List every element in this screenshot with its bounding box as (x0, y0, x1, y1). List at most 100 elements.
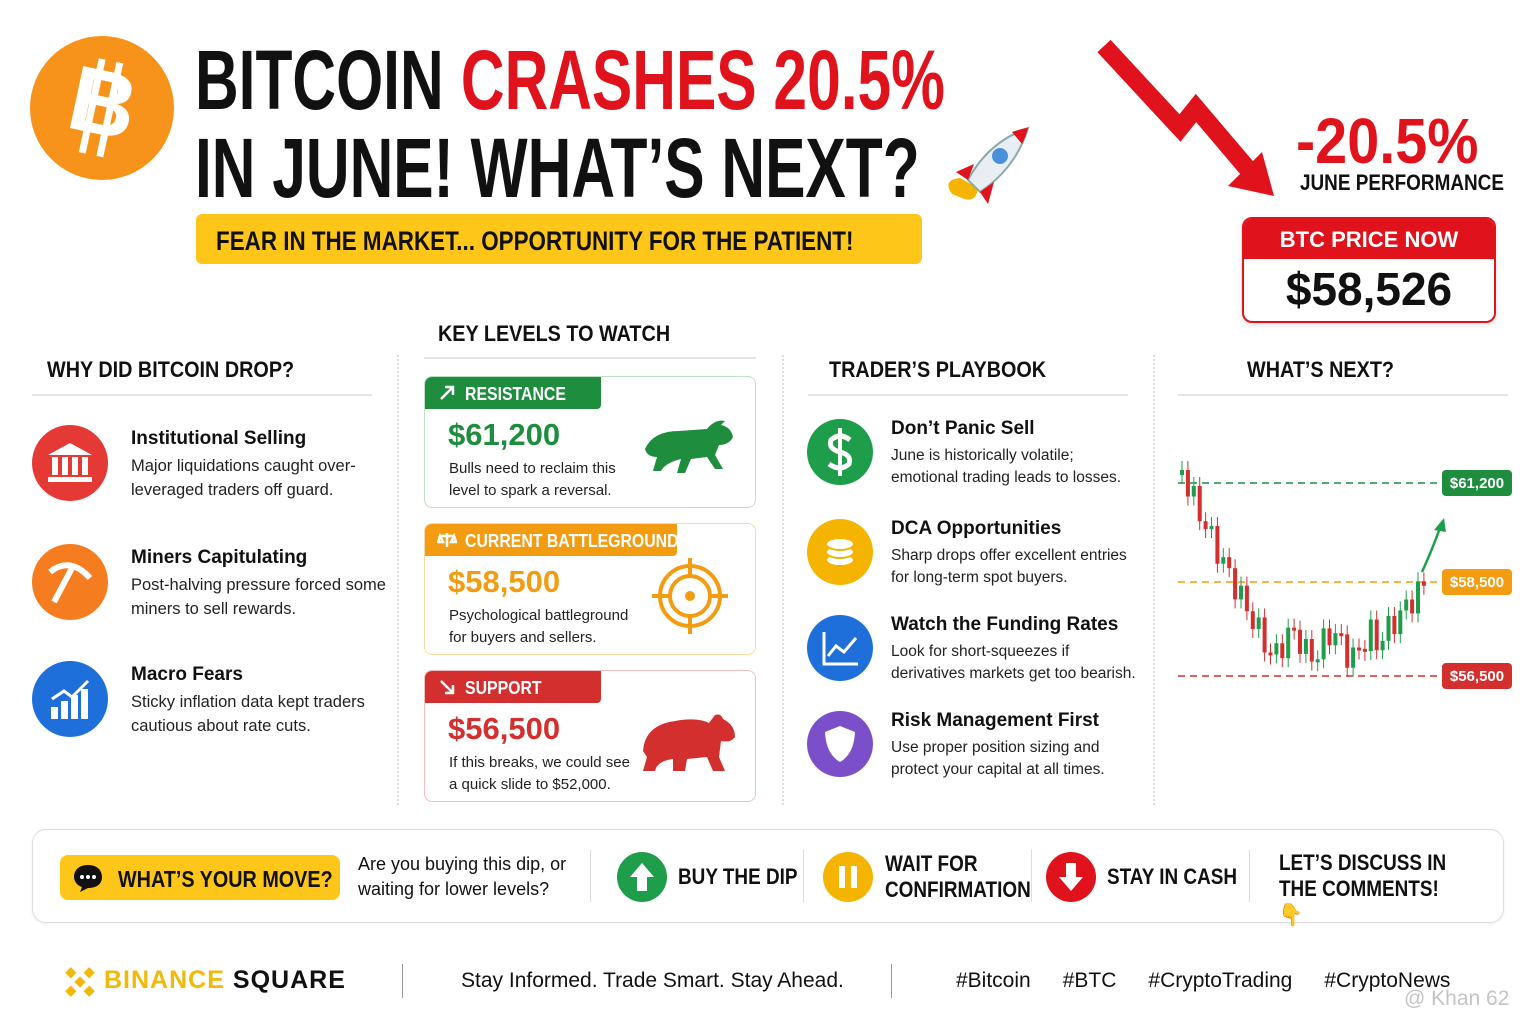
tag-icon (440, 680, 455, 695)
level-card: RESISTANCE $61,200 Bulls need to reclaim t… (424, 376, 756, 508)
poll-button[interactable]: WHAT’S YOUR MOVE? (60, 855, 340, 900)
hashtag: #BTC (1062, 969, 1117, 992)
footer-separator (891, 964, 892, 998)
chat-dot (80, 875, 84, 879)
candle-body (1250, 611, 1255, 629)
column-separator (782, 355, 784, 805)
why-item-title: Institutional Selling (131, 428, 307, 449)
rocket-flame (948, 178, 978, 200)
glyph (1059, 863, 1083, 891)
diamond (65, 985, 77, 997)
column-separator (1153, 355, 1155, 805)
icon (1046, 852, 1096, 902)
glyph (48, 562, 93, 581)
why-item-text: Major liquidations caught over-leveraged… (131, 457, 356, 499)
candle-body (1203, 521, 1208, 530)
icon-circle (32, 425, 108, 501)
tag-icon (440, 385, 455, 400)
level-price: $61,200 (448, 417, 561, 452)
level-tag-label: CURRENT BATTLEGROUND (465, 531, 679, 551)
playbook-rule (808, 394, 1128, 396)
tagline: FEAR IN THE MARKET... OPPORTUNITY FOR TH… (216, 226, 854, 256)
chat-dot (92, 875, 96, 879)
candle-body (1221, 557, 1226, 564)
next-title: WHAT’S NEXT? (1247, 357, 1395, 382)
tag-glyph (437, 532, 457, 547)
price-label: BTC PRICE NOW (1244, 219, 1494, 259)
glyph (52, 457, 58, 475)
candle-body (1209, 526, 1214, 530)
level-tag: SUPPORT (425, 671, 601, 703)
level-text: Bulls need to reclaim this level to spar… (449, 460, 616, 499)
why-item-title: Macro Fears (131, 664, 243, 685)
performance-change: -20.5% (1296, 105, 1479, 177)
icon (807, 419, 873, 485)
poll-option[interactable]: WAIT FOR CONFIRMATION (885, 851, 1031, 902)
glyph (51, 566, 75, 604)
candle-body (1303, 638, 1308, 654)
level-tag: CURRENT BATTLEGROUND (425, 524, 679, 556)
glyph (82, 457, 88, 475)
level-badge-label: $58,500 (1450, 574, 1504, 591)
candle-body (1239, 585, 1243, 600)
candle-body (1368, 619, 1373, 652)
price-box: BTC PRICE NOW $58,526 (1242, 217, 1496, 323)
icon (617, 852, 667, 902)
candle-body (1298, 629, 1302, 654)
binance-logo (65, 967, 95, 997)
poll-button-label: WHAT’S YOUR MOVE? (118, 866, 333, 892)
tag-glyph (440, 385, 455, 400)
candle-body (1374, 619, 1379, 651)
level-badge (1442, 569, 1512, 595)
slogan: Stay Informed. Trade Smart. Stay Ahead. (461, 969, 844, 992)
glyph (51, 707, 58, 719)
glyph (71, 695, 78, 719)
outlook-arrow (1420, 527, 1442, 573)
playbook-item-title: Watch the Funding Rates (891, 614, 1119, 635)
level-card: CURRENT BATTLEGROUND $58,500 Psychological… (424, 523, 756, 655)
playbook-item-text: Look for short-squeezes if derivatives m… (891, 643, 1136, 682)
level-illustration (645, 420, 733, 473)
playbook-title: TRADER’S PLAYBOOK (829, 357, 1047, 382)
candle-body (1256, 617, 1261, 629)
poll-cta: LET’S DISCUSS IN THE COMMENTS! 👇 (1279, 850, 1447, 927)
why-item-text: Post-halving pressure forced some miners… (131, 576, 386, 618)
candle-body (1215, 526, 1220, 564)
candle-body (1410, 599, 1415, 614)
headline-red: CRASHES 20.5% (460, 33, 945, 127)
poll-option[interactable]: STAY IN CASH (1107, 864, 1238, 889)
bitcoin-logo: B (30, 36, 174, 180)
candle-body (1333, 633, 1338, 646)
next-rule (1178, 394, 1508, 396)
poll-option[interactable]: BUY THE DIP (678, 864, 798, 889)
icon (32, 425, 108, 501)
crash-arrow (1097, 39, 1274, 196)
poll-box (32, 829, 1504, 923)
candle-body (1404, 599, 1409, 611)
logo-stroke (78, 58, 106, 154)
candle-body (1268, 652, 1273, 656)
playbook-item-text: Use proper position sizing and protect y… (891, 739, 1105, 778)
level-tag-label: RESISTANCE (465, 384, 566, 404)
level-price: $56,500 (448, 711, 561, 746)
why-item-text: Sticky inflation data kept traders cauti… (131, 693, 365, 735)
glyph (826, 637, 858, 657)
playbook-item-title: Don’t Panic Sell (891, 418, 1035, 439)
glyph (825, 726, 855, 762)
arrow-line (1097, 39, 1259, 180)
poll-separator (590, 850, 591, 902)
candle-body (1191, 486, 1196, 497)
outlook-chart: $61,200 $58,500 $56,500 (1178, 461, 1512, 689)
diamond (74, 976, 86, 988)
diamond (83, 967, 95, 979)
icon (807, 519, 873, 585)
logo-stroke (96, 61, 124, 158)
candle-body (1233, 568, 1238, 600)
tag-icon (437, 532, 457, 547)
icon-circle (32, 661, 108, 737)
price-value: $58,526 (1285, 263, 1453, 315)
candle-body (1351, 647, 1356, 668)
target-cross (652, 558, 728, 634)
candle-body (1262, 617, 1267, 653)
